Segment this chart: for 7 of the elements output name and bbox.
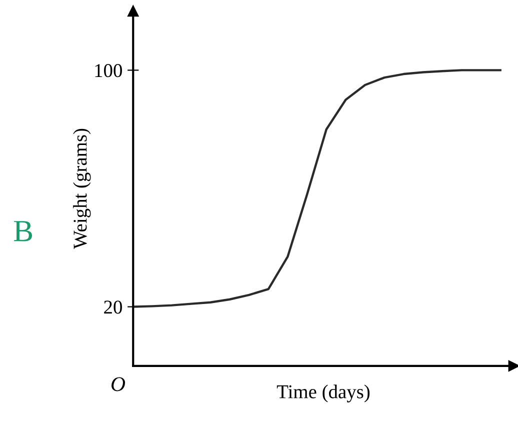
line-series [133,69,502,308]
y-axis-title: Weight (grams) [73,128,91,249]
x-axis-title: Time (days) [276,384,370,402]
y-tick-label: 20 [104,300,122,314]
y-tick-label: 100 [95,64,122,78]
text: B [14,221,32,242]
text: O [112,377,126,392]
